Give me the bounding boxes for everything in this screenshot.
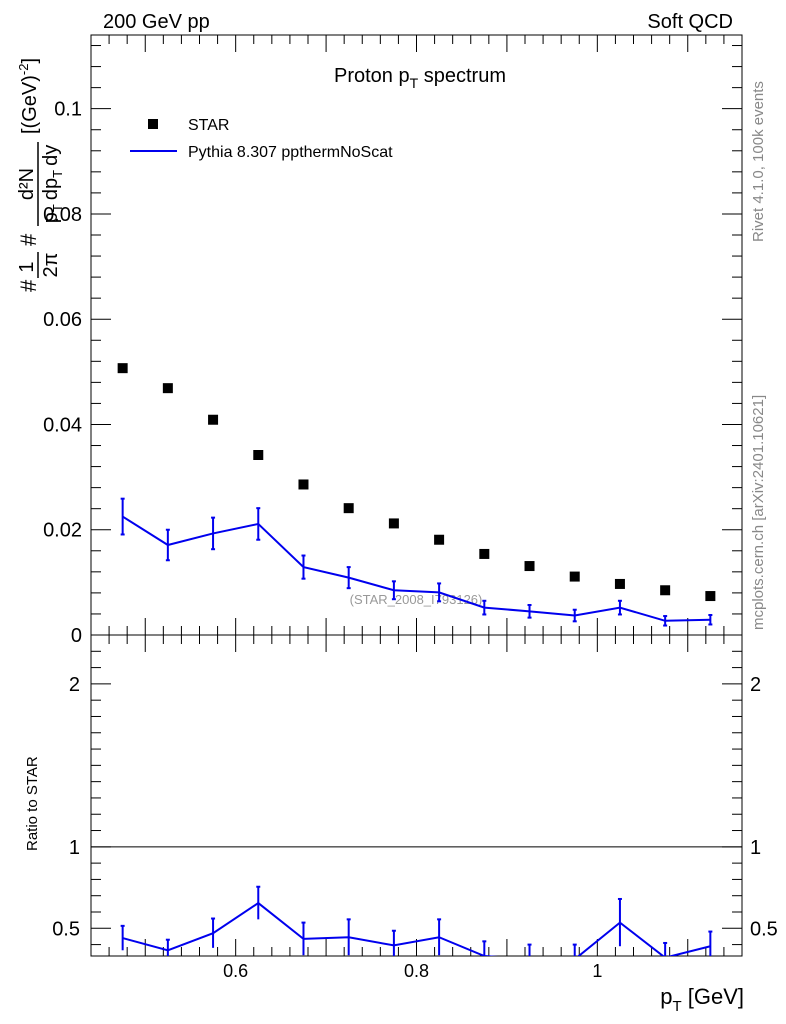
ratio-frame (90, 634, 743, 957)
star-data-point (208, 414, 219, 425)
header-left-label: 200 GeV pp (103, 11, 210, 33)
main-y-tick-label: 0.06 (43, 309, 82, 331)
ylabel-den-dy: dy (40, 145, 62, 166)
main-y-tick-label: 0 (71, 625, 82, 647)
x-tick-label: 1 (592, 961, 602, 981)
main-series (117, 363, 716, 627)
x-tick-label: 0.8 (404, 961, 429, 981)
legend-pythia-label: Pythia 8.307 ppthermNoScat (188, 144, 393, 161)
main-y-tick-label: 0.04 (43, 414, 82, 436)
legend-star-marker (148, 119, 158, 129)
ratio-y-tick-label-right: 0.5 (750, 918, 778, 940)
main-title: Proton pT spectrum (334, 65, 506, 91)
star-data-point (479, 548, 490, 559)
ylabel-den-sub: T (50, 204, 65, 212)
star-data-point (388, 518, 399, 529)
main-y-tick-label: 0.02 (43, 520, 82, 542)
main-y-tick-label: 0.08 (43, 204, 82, 226)
star-data-point (569, 571, 580, 582)
x-tick-label: 0.6 (223, 961, 248, 981)
source-label: mcplots.cern.ch [arXiv:2401.10621] (750, 395, 767, 630)
star-data-point (434, 534, 445, 545)
star-data-point (705, 591, 716, 602)
header-right-label: Soft QCD (647, 11, 733, 33)
main-title-base: Proton p (334, 65, 410, 87)
star-data-point (298, 479, 309, 490)
ylabel-den-sub2: T (50, 170, 65, 178)
ylabel-den-dp: dp (40, 178, 62, 200)
ratio-y-tick-label-right: 2 (750, 674, 761, 696)
xlabel-rest: [GeV] (682, 984, 744, 1009)
ylabel-unit: [(GeV)-2] (16, 58, 41, 134)
ylabel-unit-base: [(GeV) (19, 75, 41, 134)
ylabel-frac2-den: pTdpTdy (40, 145, 65, 223)
main-y-tick-label: 0.1 (54, 99, 82, 121)
star-data-point (524, 561, 535, 572)
star-data-point (117, 363, 128, 374)
star-data-point (343, 503, 354, 514)
main-panel: 00.020.040.060.080.1 Proton pT spectrum … (16, 34, 743, 647)
main-title-sub: T (410, 75, 419, 91)
ylabel-frac2-num: d²N (16, 168, 38, 200)
ratio-ylabel: Ratio to STAR (24, 756, 41, 851)
ratio-y-tick-label: 0.5 (52, 918, 80, 940)
ylabel-hash1: # (16, 279, 41, 292)
x-axis-label: pT [GeV] (660, 984, 744, 1015)
ylabel-unit-exp: -2 (16, 64, 31, 76)
main-title-rest: spectrum (418, 65, 506, 87)
legend-star-label: STAR (188, 117, 229, 134)
pythia-line (122, 515, 711, 622)
star-data-point (253, 450, 264, 460)
star-data-point (660, 585, 671, 596)
ratio-line (122, 901, 711, 956)
ylabel-unit-close: ] (19, 58, 41, 64)
legend: STAR Pythia 8.307 ppthermNoScat (130, 117, 393, 161)
ylabel-frac1-den: 2π (40, 253, 62, 278)
main-axes: 0 0.02 0.04 0.06 0.08 0.1 (43, 35, 743, 647)
xlabel-sub: T (672, 998, 681, 1015)
xlabel-base: p (660, 984, 672, 1009)
ratio-panel: 0.6 0.8 1 0.5 0.5 1 1 2 2 Ratio to STAR pT [GeV] (24, 634, 778, 1015)
ratio-y-tick-label-right: 1 (750, 837, 761, 859)
rivet-version-label: Rivet 4.1.0, 100k events (750, 81, 767, 242)
ylabel-frac1-num: 1 (16, 261, 38, 272)
ylabel-den-p: p (40, 212, 62, 223)
star-data-point (614, 578, 625, 589)
ylabel-hash2: # (16, 233, 41, 246)
star-data-point (162, 383, 173, 394)
ratio-y-tick-label: 2 (69, 674, 80, 696)
ratio-y-tick-label: 1 (69, 837, 80, 859)
ratio-axes: 0.6 0.8 1 0.5 0.5 1 1 2 2 (52, 634, 778, 981)
main-ylabel: # 1 2π # d²N pTdpTdy [(GeV)-2] (16, 58, 65, 292)
ratio-series (120, 885, 713, 956)
